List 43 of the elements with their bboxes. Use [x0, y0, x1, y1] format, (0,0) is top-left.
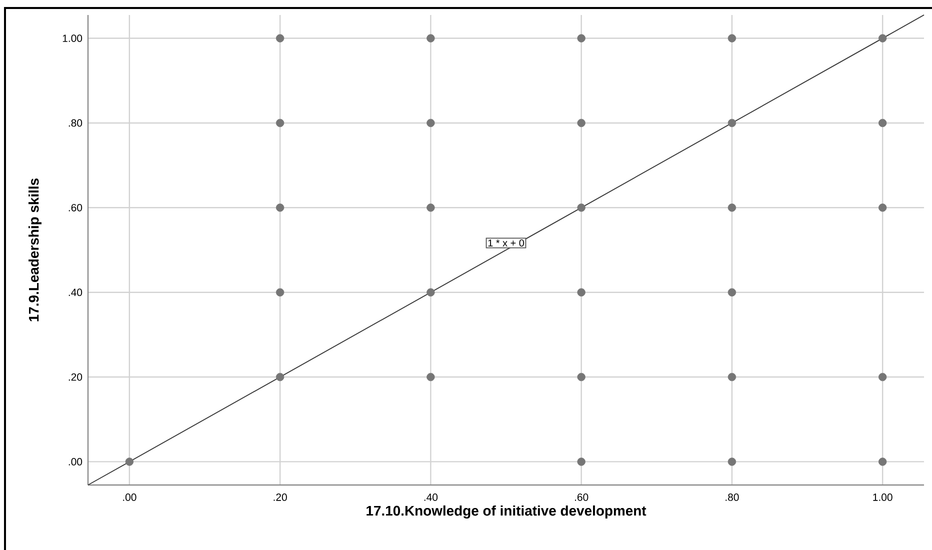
point: [577, 204, 586, 212]
x-tick-label: .40: [424, 494, 438, 501]
point: [276, 118, 284, 128]
point: [728, 372, 736, 382]
point: [276, 204, 284, 212]
y-tick-label: .60: [68, 204, 82, 212]
y-tick-label: 1.00: [62, 34, 82, 42]
point: [878, 204, 887, 212]
point: [426, 288, 435, 296]
x-tick-label: 1.00: [873, 494, 892, 501]
point: [577, 34, 586, 42]
point: [577, 458, 586, 466]
point: [728, 458, 736, 466]
point: [878, 118, 887, 128]
y-tick-label: .00: [68, 458, 82, 466]
y-axis-title: 17.9.Leadership skills: [28, 178, 42, 322]
x-tick-label: .20: [274, 494, 287, 501]
point: [577, 288, 586, 296]
point: [276, 372, 284, 382]
point: [728, 118, 736, 128]
point: [426, 204, 435, 212]
point: [878, 458, 887, 466]
x-axis-title: 17.10.Knowledge of initiative development: [366, 505, 646, 519]
y-tick-label: .40: [68, 288, 82, 296]
point: [577, 118, 586, 128]
point: [426, 118, 435, 128]
point: [426, 372, 435, 382]
x-tick-label: .80: [726, 494, 739, 501]
point: [878, 372, 887, 382]
point: [878, 34, 887, 42]
x-tick-label: .60: [575, 494, 588, 501]
y-tick-label: .20: [68, 373, 82, 381]
y-tick-label: .80: [68, 119, 82, 127]
point: [426, 34, 435, 42]
point: [577, 372, 586, 382]
x-tick-label: .00: [123, 494, 136, 501]
point: [728, 204, 736, 212]
point: [728, 288, 736, 296]
point: [276, 288, 284, 296]
point: [276, 34, 284, 42]
point: [728, 34, 736, 42]
point: [125, 458, 134, 466]
annotation: 1 * x + 0: [488, 239, 524, 247]
